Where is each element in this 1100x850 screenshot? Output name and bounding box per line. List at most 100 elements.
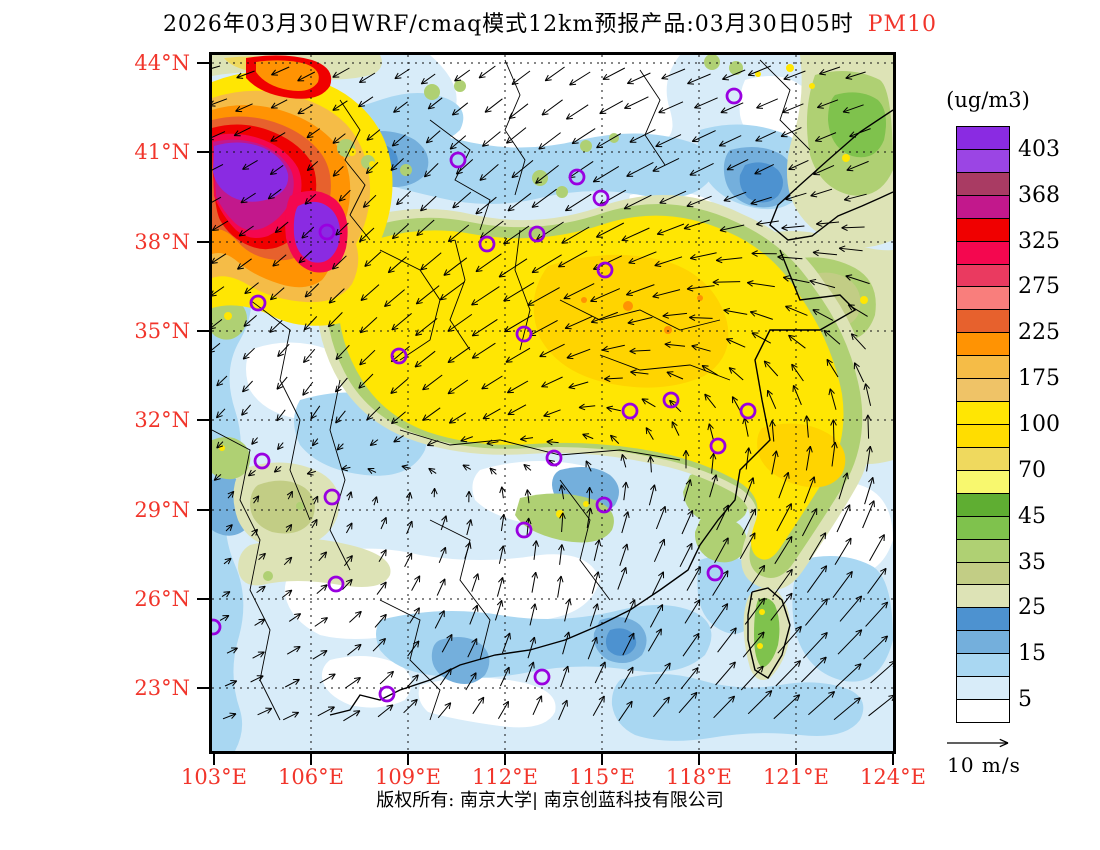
wind-arrow [805, 446, 811, 471]
colorbar [956, 126, 1010, 723]
wind-arrow-head [335, 388, 342, 393]
wind-arrow-head [248, 474, 255, 477]
wind-arrow-head [422, 418, 430, 421]
wind-arrow-head [756, 102, 762, 109]
wind-arrow [558, 699, 568, 720]
wind-arrow [240, 192, 256, 204]
wind-arrow-head [482, 140, 486, 147]
wind-arrow-head [664, 343, 671, 348]
wind-arrow-head [589, 487, 593, 494]
wind-arrow [664, 343, 686, 347]
wind-arrow-head [834, 441, 838, 449]
wind-arrow-head [742, 417, 745, 425]
wind-arrow-head [479, 178, 487, 181]
wind-arrow [849, 128, 871, 137]
wind-arrow [359, 349, 376, 366]
wind-arrow [505, 347, 531, 363]
wind-arrow [273, 466, 282, 473]
wind-arrow [374, 613, 387, 628]
wind-arrow [627, 72, 651, 85]
wind-arrow-head [212, 327, 216, 330]
wind-arrow-head [428, 106, 435, 110]
fill-speck [224, 312, 232, 320]
wind-arrow-head [498, 545, 504, 552]
wind-arrow-head [828, 388, 831, 396]
wind-arrow-head [845, 537, 852, 543]
wind-arrow [511, 70, 531, 85]
wind-arrow [686, 285, 715, 290]
wind-arrow [504, 314, 533, 333]
wind-arrow-head [872, 477, 875, 484]
wind-arrow-head [440, 546, 446, 552]
wind-arrow-head [649, 455, 655, 463]
wind-arrow [803, 632, 828, 659]
wind-arrow-head [449, 668, 452, 676]
wind-arrow [427, 440, 439, 446]
wind-arrow [332, 133, 346, 144]
wind-arrow-head [212, 290, 214, 295]
wind-arrow-head [781, 227, 788, 231]
wind-arrow [408, 492, 411, 502]
wind-arrow-head [541, 381, 546, 388]
fill-speck [860, 296, 868, 304]
colorbar-units-label: (ug/m3) [946, 88, 1030, 112]
wind-arrow-head [231, 713, 237, 719]
wind-arrow [629, 349, 651, 352]
wind-arrow-head [452, 113, 459, 116]
wind-arrow [222, 713, 237, 720]
wind-arrow [256, 585, 266, 594]
wind-arrow [591, 311, 618, 323]
province-border [399, 429, 681, 461]
province-border [449, 239, 471, 351]
wind-arrow [539, 343, 565, 358]
wind-arrow-head [285, 556, 292, 560]
wind-arrow-head [658, 107, 664, 113]
wind-arrow-head [507, 409, 513, 415]
wind-arrow-head [790, 569, 793, 576]
wind-arrow-head [271, 69, 276, 76]
wind-arrow-head [625, 481, 629, 489]
wind-arrow [465, 672, 477, 691]
wind-arrow-head [297, 107, 302, 114]
wind-arrow-head [884, 568, 887, 575]
wind-arrow [469, 604, 478, 625]
wind-arrow [781, 225, 805, 229]
wind-arrow-head [728, 367, 733, 374]
province-border [504, 59, 526, 196]
wind-arrow-head [216, 441, 220, 449]
wind-arrow-head [793, 385, 799, 391]
wind-arrow [694, 97, 718, 109]
wind-arrow [569, 71, 591, 86]
wind-arrow-head [393, 440, 401, 443]
x-axis-tick [504, 754, 506, 765]
wind-arrow-head [683, 228, 691, 230]
wind-arrow-head [499, 275, 506, 278]
wind-arrow-head [690, 257, 697, 261]
wind-arrow-head [448, 702, 452, 710]
wind-arrow-head [531, 205, 539, 208]
wind-arrow-head [868, 500, 875, 506]
wind-arrow-head [534, 637, 537, 644]
wind-arrow [396, 190, 411, 206]
wind-arrow [452, 102, 469, 116]
wind-arrow-head [390, 671, 395, 678]
wind-arrow-head [599, 661, 606, 667]
fill-speck [755, 71, 761, 77]
wind-arrow-head [594, 539, 600, 545]
wind-arrow-head [447, 387, 452, 395]
wind-arrow-head [627, 511, 630, 519]
wind-arrow-head [455, 167, 460, 175]
wind-arrow-head [764, 360, 771, 364]
wind-arrow-head [780, 131, 786, 137]
wind-arrow-head [356, 677, 361, 684]
wind-arrow-head [238, 230, 243, 237]
wind-arrow-head [654, 265, 662, 268]
wind-arrow [281, 589, 293, 598]
wind-arrow [416, 219, 435, 236]
wind-arrow-head [498, 271, 503, 278]
wind-arrow-head [520, 435, 526, 440]
wind-arrow-head [270, 173, 277, 176]
wind-arrow [755, 131, 777, 142]
wind-arrow [447, 224, 470, 242]
